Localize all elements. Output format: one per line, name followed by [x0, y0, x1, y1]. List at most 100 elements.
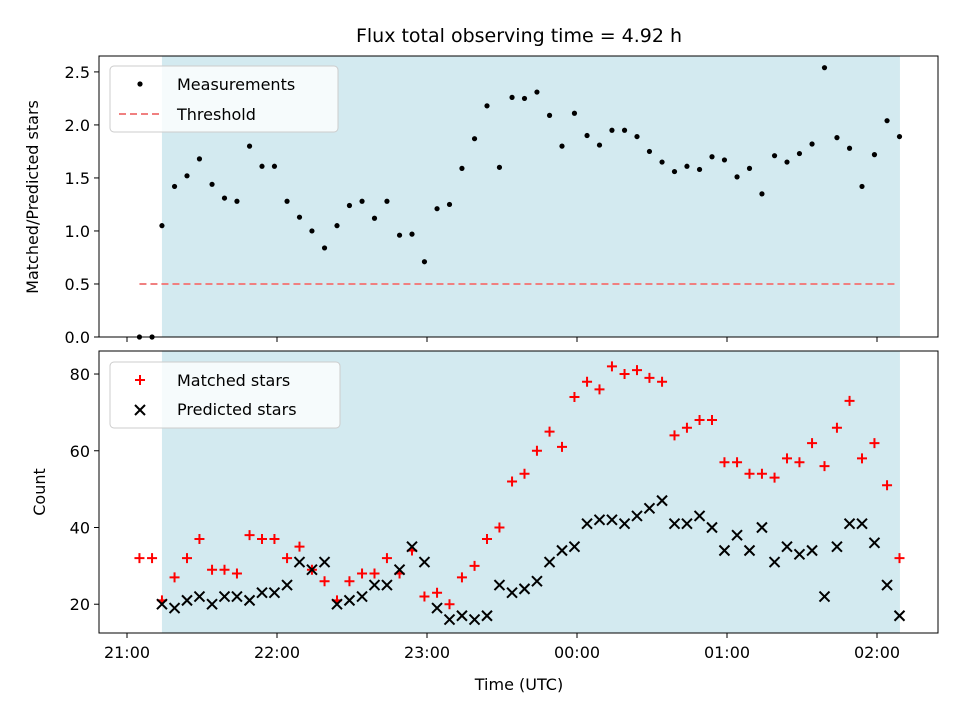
predicted-star-point: [768, 556, 781, 568]
predicted-star-point: [468, 613, 481, 626]
predicted-star-point: [631, 510, 643, 522]
predicted-star-point: [293, 556, 306, 568]
predicted-star-point: [731, 529, 743, 541]
y-tick-label: 2.5: [65, 63, 90, 82]
predicted-star-point: [168, 602, 181, 614]
predicted-star-point: [531, 575, 543, 587]
matched-star-point: [844, 395, 855, 406]
matched-star-point: [606, 361, 617, 372]
matched-star-point: [544, 426, 555, 437]
measurement-point: [434, 206, 440, 212]
measurement-point: [834, 135, 840, 141]
matched-star-point: [782, 453, 792, 464]
matched-star-point: [507, 476, 518, 487]
measurement-point: [759, 191, 765, 197]
measurement-point: [396, 232, 403, 238]
predicted-star-point: [543, 556, 556, 568]
measurement-point: [284, 198, 290, 204]
matched-star-point: [519, 468, 530, 479]
measurement-point: [646, 148, 653, 155]
y-tick-label: 20: [70, 595, 90, 614]
y-tick-label: 40: [70, 518, 90, 537]
measurement-point: [696, 166, 703, 173]
measurement-point: [259, 163, 265, 169]
matched-star-point: [569, 392, 580, 403]
measurement-point: [771, 153, 778, 159]
predicted-star-point: [493, 579, 506, 591]
measurement-point: [309, 228, 315, 234]
predicted-star-point: [206, 598, 218, 610]
matched-star-point: [869, 438, 880, 449]
measurement-point: [221, 195, 228, 201]
matched-star-point: [632, 365, 642, 376]
y-tick-label: 1.0: [65, 222, 90, 241]
measurement-point: [521, 95, 528, 102]
matched-star-point: [319, 576, 330, 587]
predicted-star-point: [281, 579, 293, 591]
top-panel: 0.0 0.5 1.0 1.5 2.0 2.5 Measurements Threshold: [65, 55, 939, 347]
matched-star-point: [807, 438, 818, 449]
matched-star-point: [482, 534, 492, 544]
predicted-star-point: [618, 517, 631, 530]
predicted-star-point: [568, 540, 581, 553]
predicted-star-point: [606, 514, 618, 526]
matched-star-point: [669, 430, 680, 441]
matched-star-point: [244, 530, 255, 541]
x-tick-label: 02:00: [854, 643, 900, 662]
matched-star-point: [444, 599, 455, 610]
matched-star-point: [207, 564, 218, 575]
matched-star-point: [219, 564, 230, 575]
measurement-point: [709, 154, 715, 160]
matched-star-point: [894, 553, 905, 564]
y-tick-label: 2.0: [65, 116, 90, 135]
matched-star-point: [732, 457, 743, 468]
matched-star-point: [707, 415, 717, 426]
matched-star-point: [819, 461, 830, 472]
x-tick-label: 01:00: [704, 643, 750, 662]
matched-star-point: [831, 422, 842, 433]
matched-star-point: [769, 472, 780, 483]
predicted-star-point: [356, 590, 368, 603]
x-tick-label: 23:00: [404, 643, 450, 662]
plot-frame: [98, 350, 939, 634]
predicted-star-point: [506, 587, 518, 599]
predicted-star-point: [406, 540, 418, 553]
predicted-star-point: [343, 594, 356, 607]
legend: Measurements Threshold: [109, 65, 339, 133]
matched-star-point: [294, 541, 305, 552]
predicted-star-point: [556, 544, 568, 557]
measurement-point: [246, 143, 253, 149]
measurement-point: [721, 157, 728, 163]
predicted-star-point: [431, 602, 443, 614]
predicted-star-point: [181, 594, 193, 607]
legend: Matched stars Predicted stars: [109, 361, 341, 429]
measurement-point: [546, 112, 553, 118]
measurement-point: [184, 173, 190, 179]
measurement-point: [359, 198, 365, 204]
measurement-point: [684, 163, 690, 169]
predicted-star-point: [581, 517, 593, 530]
predicted-star-point: [381, 579, 393, 591]
x-tick-label: 21:00: [104, 643, 150, 662]
matched-star-point: [681, 422, 692, 433]
predicted-star-point: [681, 517, 693, 530]
measurement-point: [821, 65, 828, 71]
measurement-point: [459, 165, 465, 171]
matched-star-point: [494, 522, 505, 533]
y-tick-label: 60: [70, 442, 90, 461]
matched-star-point: [857, 453, 867, 464]
matched-star-point: [657, 376, 668, 387]
measurement-point: [509, 94, 515, 100]
predicted-star-point: [331, 598, 343, 610]
predicted-star-point: [593, 514, 606, 526]
matched-star-point: [231, 568, 242, 579]
y-tick-label: 0.0: [65, 328, 90, 347]
matched-star-point: [269, 534, 280, 544]
measurement-point: [234, 198, 240, 204]
matched-star-point: [147, 553, 158, 564]
predicted-star-point: [231, 590, 243, 603]
measurement-point: [271, 163, 278, 169]
legend-label-threshold: Threshold: [176, 105, 256, 124]
measurement-point: [409, 231, 415, 237]
